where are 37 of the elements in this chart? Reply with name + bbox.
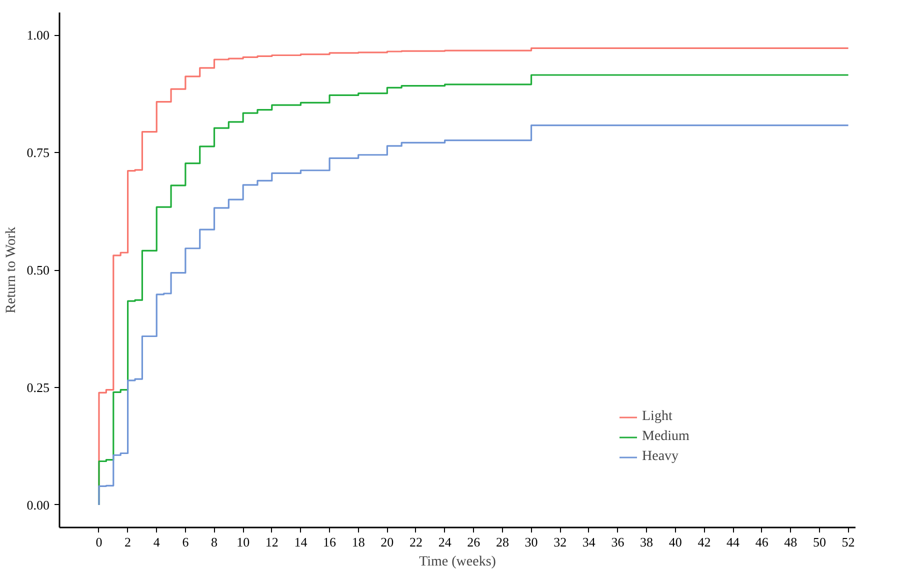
legend-label: Medium [642, 429, 690, 445]
x-tick-label: 50 [812, 534, 826, 550]
x-tick-label: 10 [236, 534, 250, 550]
x-axis-title: Time (weeks) [419, 554, 496, 570]
y-tick-label: 0.50 [26, 262, 50, 278]
x-tick-label: 32 [554, 534, 567, 550]
x-tick-label: 48 [784, 534, 798, 550]
x-tick-label: 44 [726, 534, 740, 550]
x-tick-label: 46 [755, 534, 769, 550]
x-tick-label: 28 [496, 534, 509, 550]
x-tick-label: 4 [153, 534, 160, 550]
y-axis-title: Return to Work [4, 226, 19, 314]
x-tick-label: 30 [524, 534, 538, 550]
x-tick-label: 14 [294, 534, 308, 550]
x-tick-label: 40 [668, 534, 682, 550]
y-tick-label: 0.25 [26, 380, 50, 395]
x-tick-label: 22 [410, 534, 422, 550]
x-tick-label: 36 [611, 534, 625, 550]
x-tick-label: 16 [323, 534, 337, 550]
x-tick-label: 26 [467, 534, 481, 550]
x-tick-label: 24 [438, 534, 452, 550]
x-tick-label: 2 [124, 534, 132, 550]
y-tick-label: 1.00 [26, 28, 50, 43]
x-tick-label: 6 [182, 534, 190, 550]
x-tick-label: 8 [211, 534, 218, 550]
y-tick-label: 0.75 [26, 145, 50, 160]
legend-label: Light [642, 409, 672, 425]
y-tick-label: 0.00 [26, 497, 50, 512]
x-tick-label: 20 [380, 534, 394, 550]
x-tick-label: 52 [842, 534, 855, 550]
x-tick-label: 0 [96, 534, 102, 550]
legend-label: Heavy [642, 449, 679, 465]
x-tick-label: 38 [640, 534, 654, 550]
x-tick-label: 18 [352, 534, 365, 550]
x-tick-label: 12 [265, 534, 278, 550]
x-tick-label: 34 [582, 534, 596, 550]
x-tick-label: 42 [698, 534, 711, 550]
